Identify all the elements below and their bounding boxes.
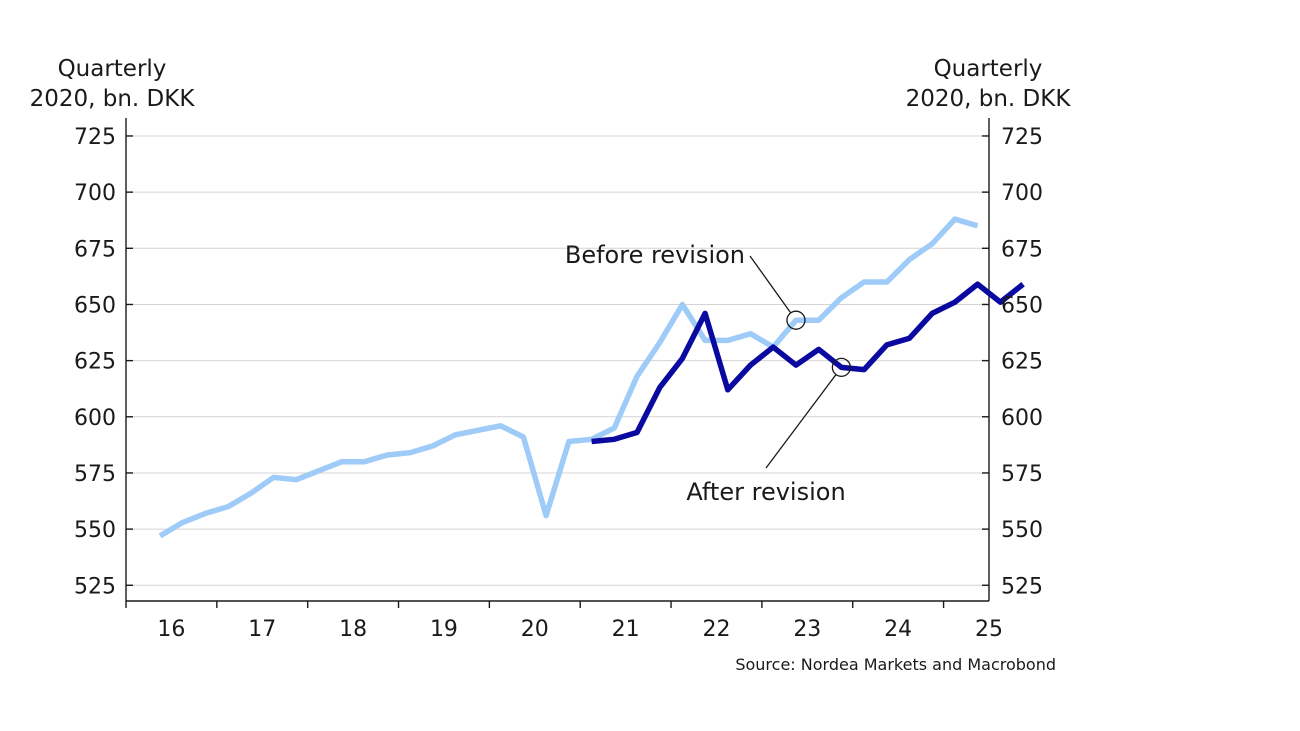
source-note: Source: Nordea Markets and Macrobond	[735, 655, 1056, 674]
x-tick-label: 23	[793, 617, 821, 642]
x-tick-label: 25	[975, 617, 1003, 642]
y-axis-title-left: Quarterly	[58, 56, 167, 82]
y-tick-label-left: 650	[74, 293, 116, 318]
annotation-label: After revision	[686, 478, 845, 506]
series-lines	[158, 216, 1025, 539]
annotation-leader	[765, 374, 837, 469]
x-tick-label: 16	[157, 617, 185, 642]
y-axis-title-right: Quarterly	[934, 56, 1043, 82]
x-tick-label: 22	[702, 617, 730, 642]
y-tick-label-left: 550	[74, 518, 116, 543]
annotations: Before revision After revision	[565, 241, 852, 506]
axis-labels: 525 525 550 550 575 575 600 600 625 625 650 650 675 6…	[30, 56, 1072, 642]
y-tick-label-right: 700	[1001, 181, 1043, 206]
x-tick-label: 19	[430, 617, 458, 642]
y-tick-label-right: 600	[1001, 406, 1043, 431]
axes	[125, 118, 990, 608]
annotation-label: Before revision	[565, 241, 745, 269]
x-tick-label: 17	[248, 617, 276, 642]
y-tick-label-left: 625	[74, 350, 116, 375]
y-tick-label-right: 525	[1001, 574, 1043, 599]
y-tick-label-left: 525	[74, 574, 116, 599]
y-tick-label-left: 725	[74, 125, 116, 150]
y-tick-label-right: 675	[1001, 237, 1043, 262]
y-tick-label-left: 575	[74, 462, 116, 487]
y-tick-label-right: 575	[1001, 462, 1043, 487]
x-tick-label: 20	[521, 617, 549, 642]
series-line-before-revision	[158, 216, 979, 539]
x-tick-label: 21	[612, 617, 640, 642]
grid-lines	[126, 135, 989, 586]
y-axis-title-right: 2020, bn. DKK	[906, 86, 1072, 112]
y-tick-label-left: 600	[74, 406, 116, 431]
y-axis-title-left: 2020, bn. DKK	[30, 86, 196, 112]
y-tick-label-left: 700	[74, 181, 116, 206]
y-tick-label-right: 725	[1001, 125, 1043, 150]
y-tick-label-left: 675	[74, 237, 116, 262]
x-tick-label: 24	[884, 617, 912, 642]
annotation-marker	[786, 310, 806, 330]
series-line-after-revision	[591, 281, 1025, 445]
y-tick-label-right: 650	[1001, 293, 1043, 318]
annotation-leader	[749, 255, 792, 314]
y-tick-label-right: 625	[1001, 350, 1043, 375]
x-tick-label: 18	[339, 617, 367, 642]
y-tick-label-right: 550	[1001, 518, 1043, 543]
annotation-marker	[831, 357, 852, 378]
